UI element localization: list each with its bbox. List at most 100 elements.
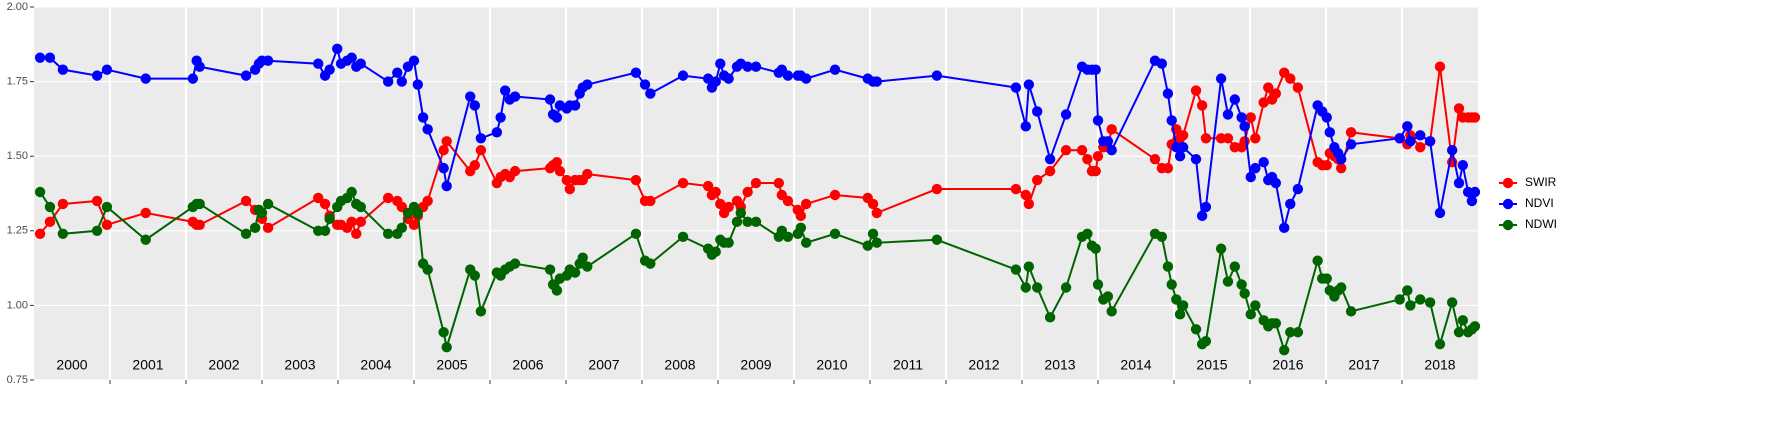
data-point — [441, 136, 452, 147]
data-point — [630, 67, 642, 78]
legend-label: NDWI — [1525, 217, 1557, 231]
data-point — [1245, 171, 1256, 183]
data-point — [1044, 312, 1056, 323]
data-point — [782, 195, 794, 207]
data-point — [422, 124, 433, 135]
data-point — [1434, 207, 1446, 219]
data-point — [639, 79, 651, 90]
data-point — [1405, 300, 1416, 311]
data-point — [249, 222, 261, 234]
data-point — [1324, 127, 1336, 138]
data-point — [1415, 142, 1426, 153]
data-point — [355, 201, 366, 213]
data-point — [1102, 291, 1114, 302]
y-tick-label: 1.50 — [7, 150, 28, 162]
data-point — [1469, 112, 1481, 123]
data-point — [1174, 309, 1186, 320]
data-point — [1200, 336, 1212, 347]
data-point — [1023, 79, 1035, 90]
y-tick-label: 2.00 — [7, 1, 28, 13]
data-point — [1466, 195, 1478, 207]
data-point — [1285, 327, 1296, 338]
data-point — [319, 225, 331, 236]
data-point — [862, 240, 873, 251]
data-point — [750, 177, 762, 189]
data-point — [931, 183, 943, 195]
data-point — [544, 94, 556, 105]
data-point — [1106, 124, 1117, 135]
data-point — [194, 61, 205, 72]
data-point — [1177, 130, 1189, 141]
data-point — [582, 168, 593, 180]
data-point — [509, 258, 521, 269]
data-point — [262, 55, 274, 66]
x-tick-label: 2009 — [740, 357, 771, 373]
data-point — [355, 216, 366, 228]
data-point — [1044, 165, 1056, 177]
data-point — [742, 61, 753, 72]
data-point — [723, 237, 734, 248]
data-point — [1032, 282, 1043, 293]
y-tick-label: 1.25 — [7, 225, 28, 237]
legend-label: SWIR — [1525, 175, 1557, 189]
x-tick-label: 2003 — [284, 357, 315, 373]
data-point — [544, 264, 556, 275]
data-point — [1415, 294, 1426, 305]
y-tick-label: 0.75 — [7, 374, 28, 386]
data-point — [1250, 162, 1261, 174]
data-point — [475, 306, 487, 317]
data-point — [1162, 88, 1174, 99]
data-point — [1229, 94, 1241, 105]
data-point — [194, 198, 205, 210]
data-point — [645, 88, 656, 99]
data-point — [677, 231, 689, 242]
data-point — [1239, 121, 1250, 132]
data-point — [710, 246, 721, 257]
data-point — [1285, 73, 1296, 84]
data-point — [1032, 174, 1043, 186]
data-point — [645, 258, 656, 269]
data-point — [396, 76, 408, 87]
data-point — [1236, 279, 1247, 290]
data-point — [1215, 243, 1227, 254]
x-tick-label: 2013 — [1044, 357, 1075, 373]
data-point — [1076, 145, 1088, 156]
data-point — [417, 112, 429, 123]
data-point — [346, 216, 357, 228]
data-point — [91, 225, 103, 236]
data-point — [677, 177, 689, 189]
data-point — [800, 73, 812, 84]
data-point — [1258, 156, 1269, 168]
x-tick-label: 2001 — [132, 357, 163, 373]
data-point — [1082, 153, 1093, 165]
data-point — [1415, 130, 1426, 141]
data-point — [782, 70, 794, 81]
x-tick-label: 2004 — [360, 357, 391, 373]
data-point — [187, 73, 199, 84]
data-point — [44, 201, 56, 213]
data-point — [630, 174, 642, 186]
data-point — [1245, 112, 1256, 123]
data-point — [1457, 159, 1469, 171]
data-point — [1102, 136, 1114, 147]
data-point — [554, 165, 566, 177]
data-point — [742, 216, 753, 228]
x-tick-label: 2010 — [816, 357, 847, 373]
data-point — [551, 156, 563, 168]
data-point — [1453, 103, 1465, 114]
data-point — [1020, 121, 1031, 132]
data-point — [1010, 82, 1022, 93]
x-tick-label: 2006 — [512, 357, 543, 373]
data-point — [829, 189, 841, 201]
data-point — [475, 133, 487, 144]
data-point — [1469, 321, 1481, 332]
data-point — [438, 145, 449, 156]
data-point — [1190, 324, 1202, 335]
x-tick-label: 2018 — [1424, 357, 1455, 373]
data-point — [735, 207, 746, 219]
data-point — [551, 112, 563, 123]
data-point — [1345, 306, 1357, 317]
data-point — [750, 61, 762, 72]
data-point — [1424, 297, 1436, 308]
data-point — [1453, 177, 1465, 189]
